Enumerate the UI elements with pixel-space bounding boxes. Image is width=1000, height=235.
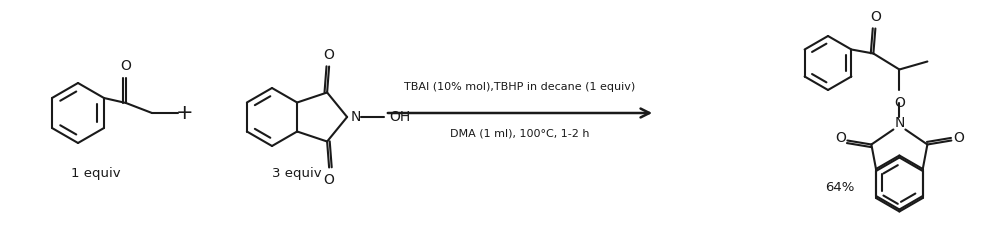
Text: O: O [953, 130, 964, 145]
Text: O: O [324, 47, 335, 62]
Text: OH: OH [389, 110, 410, 124]
Text: O: O [870, 9, 881, 24]
Text: +: + [176, 103, 194, 123]
Text: N: N [351, 110, 361, 124]
Text: DMA (1 ml), 100°C, 1-2 h: DMA (1 ml), 100°C, 1-2 h [450, 128, 590, 138]
Text: 1 equiv: 1 equiv [71, 167, 121, 180]
Text: O: O [121, 59, 131, 73]
Text: O: O [894, 95, 905, 110]
Text: N: N [894, 115, 905, 129]
Text: O: O [835, 130, 846, 145]
Text: 3 equiv: 3 equiv [272, 167, 322, 180]
Text: O: O [324, 172, 335, 187]
Text: 64%: 64% [825, 181, 854, 194]
Text: TBAI (10% mol),TBHP in decane (1 equiv): TBAI (10% mol),TBHP in decane (1 equiv) [404, 82, 636, 92]
